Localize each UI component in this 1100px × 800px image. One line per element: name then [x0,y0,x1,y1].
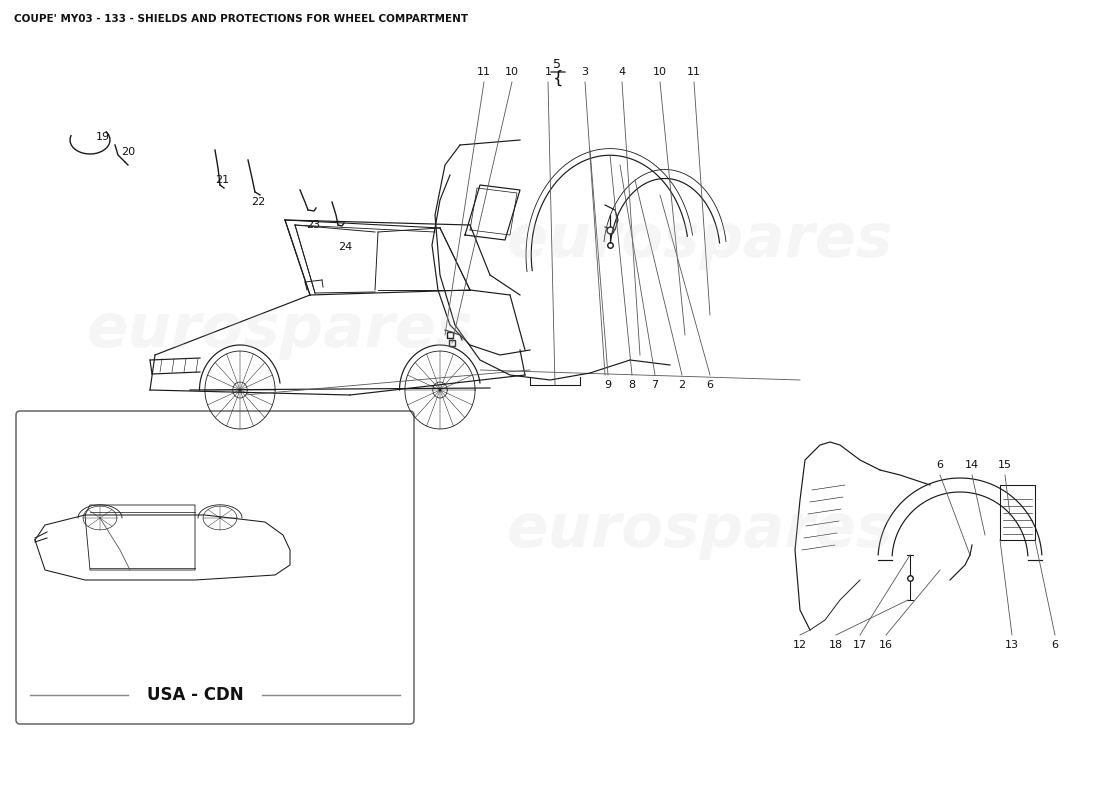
Text: 4: 4 [618,67,626,77]
Text: 6: 6 [936,460,944,470]
Text: 9: 9 [604,380,612,390]
Text: 13: 13 [1005,640,1019,650]
Text: COUPE' MY03 - 133 - SHIELDS AND PROTECTIONS FOR WHEEL COMPARTMENT: COUPE' MY03 - 133 - SHIELDS AND PROTECTI… [14,14,469,24]
Text: 23: 23 [306,220,320,230]
Text: 6: 6 [706,380,714,390]
Text: 1: 1 [544,67,551,77]
Text: 18: 18 [829,640,843,650]
Text: 15: 15 [998,460,1012,470]
Text: eurospares: eurospares [507,501,893,559]
Text: 5: 5 [553,58,561,71]
Text: USA - CDN: USA - CDN [146,686,243,704]
Text: 24: 24 [338,242,352,252]
Text: 8: 8 [628,380,636,390]
Text: 10: 10 [653,67,667,77]
Text: 14: 14 [965,460,979,470]
Text: eurospares: eurospares [507,210,893,270]
Text: 7: 7 [651,380,659,390]
Text: 19: 19 [96,132,110,142]
FancyBboxPatch shape [16,411,414,724]
Text: 10: 10 [505,67,519,77]
Text: {: { [552,70,563,88]
Text: 17: 17 [852,640,867,650]
Text: 21: 21 [214,175,229,185]
Text: 11: 11 [688,67,701,77]
Text: 12: 12 [793,640,807,650]
Text: 6: 6 [1052,640,1058,650]
Text: 11: 11 [477,67,491,77]
Text: 22: 22 [251,197,265,207]
Text: 16: 16 [879,640,893,650]
Text: 3: 3 [582,67,588,77]
Text: 20: 20 [121,147,135,157]
Text: 2: 2 [679,380,685,390]
Text: eurospares: eurospares [87,301,473,359]
